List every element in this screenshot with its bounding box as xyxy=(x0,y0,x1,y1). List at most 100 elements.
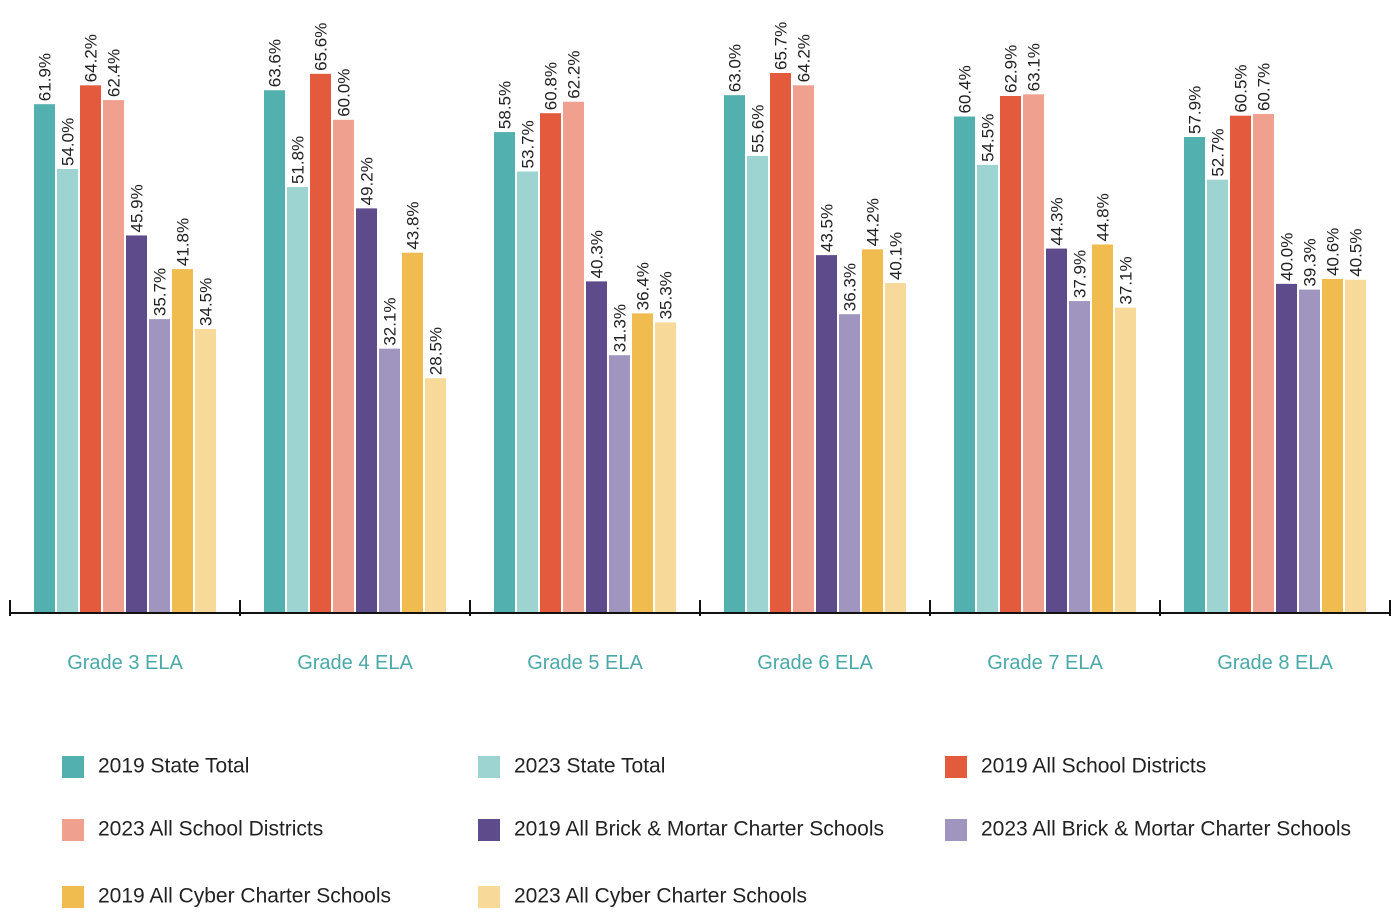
x-tick-label: Grade 3 ELA xyxy=(67,652,183,674)
legend-label: 2023 All Cyber Charter Schools xyxy=(514,885,807,908)
legend-swatch xyxy=(478,886,500,908)
bar xyxy=(1253,114,1274,613)
value-label: 45.9% xyxy=(128,184,147,232)
value-label: 31.3% xyxy=(611,304,630,352)
value-label: 43.5% xyxy=(818,204,837,252)
value-label: 60.4% xyxy=(956,65,975,113)
value-label: 57.9% xyxy=(1186,86,1205,134)
value-label: 64.2% xyxy=(795,34,814,82)
value-label: 36.4% xyxy=(634,262,653,310)
bar xyxy=(402,252,423,612)
bar xyxy=(126,235,147,612)
bar xyxy=(747,155,768,612)
value-label: 61.9% xyxy=(36,53,55,101)
value-label: 32.1% xyxy=(381,297,400,345)
legend-label: 2019 All School Districts xyxy=(981,755,1206,778)
legend-swatch xyxy=(62,819,84,841)
value-label: 49.2% xyxy=(358,157,377,205)
bar xyxy=(494,132,515,612)
bar xyxy=(1069,301,1090,612)
value-label: 53.7% xyxy=(519,120,538,168)
bar xyxy=(310,73,331,612)
bar xyxy=(149,319,170,612)
bar xyxy=(517,171,538,613)
value-label: 40.0% xyxy=(1278,233,1297,281)
legend-label: 2019 All Cyber Charter Schools xyxy=(98,885,391,908)
value-label: 44.2% xyxy=(864,198,883,246)
value-label: 58.5% xyxy=(496,81,515,129)
value-label: 65.6% xyxy=(312,23,331,71)
value-label: 40.3% xyxy=(588,230,607,278)
bar xyxy=(57,168,78,612)
legend-label: 2023 State Total xyxy=(514,755,665,778)
bar xyxy=(195,328,216,612)
legend-label: 2023 All Brick & Mortar Charter Schools xyxy=(981,818,1351,841)
value-label: 43.8% xyxy=(404,201,423,249)
legend-swatch xyxy=(62,886,84,908)
legend-label: 2023 All School Districts xyxy=(98,818,323,841)
bar xyxy=(540,113,561,613)
value-label: 34.5% xyxy=(197,278,216,326)
value-label: 52.7% xyxy=(1209,128,1228,176)
legend-swatch xyxy=(478,819,500,841)
bar xyxy=(632,313,653,612)
value-label: 60.0% xyxy=(335,69,354,117)
value-label: 44.8% xyxy=(1094,193,1113,241)
bar xyxy=(1000,95,1021,613)
legend-label: 2019 All Brick & Mortar Charter Schools xyxy=(514,818,884,841)
bar xyxy=(34,104,55,612)
bar xyxy=(1046,248,1067,612)
value-label: 63.0% xyxy=(726,44,745,92)
value-label: 60.5% xyxy=(1232,64,1251,112)
value-label: 60.7% xyxy=(1255,63,1274,111)
value-label: 63.1% xyxy=(1025,43,1044,91)
value-label: 36.3% xyxy=(841,263,860,311)
value-label: 40.5% xyxy=(1347,229,1366,277)
bar xyxy=(333,119,354,613)
bar xyxy=(80,85,101,613)
legend-label: 2019 State Total xyxy=(98,755,249,778)
x-tick-label: Grade 5 ELA xyxy=(527,652,643,674)
value-label: 62.2% xyxy=(565,51,584,99)
value-label: 51.8% xyxy=(289,136,308,184)
bar xyxy=(862,249,883,612)
bar xyxy=(103,100,124,613)
bar xyxy=(586,281,607,612)
bar xyxy=(563,101,584,613)
value-label: 37.9% xyxy=(1071,250,1090,298)
bar xyxy=(1345,279,1366,612)
bar xyxy=(1092,244,1113,612)
bar xyxy=(977,164,998,612)
legend-swatch xyxy=(945,819,967,841)
bar xyxy=(1299,289,1320,612)
value-label: 35.7% xyxy=(151,268,170,316)
value-label: 41.8% xyxy=(174,218,193,266)
value-label: 35.3% xyxy=(657,271,676,319)
value-label: 54.5% xyxy=(979,114,998,162)
value-label: 39.3% xyxy=(1301,238,1320,286)
legend-swatch xyxy=(945,756,967,778)
value-label: 62.9% xyxy=(1002,45,1021,93)
value-label: 40.1% xyxy=(887,232,906,280)
bar xyxy=(839,314,860,612)
bar xyxy=(356,208,377,612)
value-label: 28.5% xyxy=(427,327,446,375)
bar xyxy=(1322,278,1343,612)
bar xyxy=(1115,307,1136,612)
value-label: 40.6% xyxy=(1324,228,1343,276)
bar xyxy=(379,348,400,612)
bar xyxy=(655,322,676,612)
bar xyxy=(172,269,193,612)
bar xyxy=(793,85,814,613)
bar xyxy=(1207,179,1228,612)
bar xyxy=(264,90,285,613)
bar xyxy=(1230,115,1251,613)
value-label: 44.3% xyxy=(1048,197,1067,245)
value-label: 54.0% xyxy=(59,118,78,166)
bar xyxy=(1184,137,1205,612)
bar xyxy=(287,187,308,612)
bar xyxy=(724,95,745,613)
bar xyxy=(1276,283,1297,612)
bar xyxy=(1023,94,1044,613)
